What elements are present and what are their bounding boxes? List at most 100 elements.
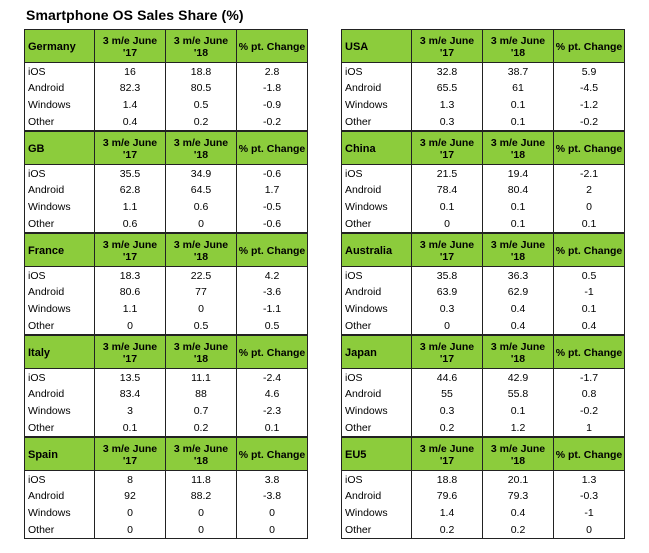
value-june-18: 0.6 — [165, 198, 237, 216]
header-pt-change: % pt. Change — [553, 29, 625, 63]
header-pt-change: % pt. Change — [236, 437, 308, 471]
value-june-18: 0.5 — [165, 96, 237, 114]
header-june-18: 3 m/e June '18 — [165, 437, 237, 471]
value-june-17: 1.1 — [94, 198, 166, 216]
value-june-17: 83.4 — [94, 385, 166, 403]
value-pt-change: -0.9 — [236, 96, 308, 114]
os-label: iOS — [24, 62, 95, 80]
region-name: EU5 — [341, 437, 412, 471]
value-june-18: 0 — [165, 504, 237, 522]
value-june-18: 88.2 — [165, 487, 237, 505]
header-pt-change: % pt. Change — [236, 233, 308, 267]
table-row: Windows 1.3 0.1 -1.2 — [341, 96, 625, 114]
value-june-18: 0 — [165, 300, 237, 318]
value-june-17: 0.2 — [411, 419, 483, 437]
value-june-18: 11.1 — [165, 368, 237, 386]
os-label: iOS — [24, 470, 95, 488]
header-pt-change: % pt. Change — [553, 437, 625, 471]
table-row: Android 55 55.8 0.8 — [341, 385, 625, 403]
page-title: Smartphone OS Sales Share (%) — [26, 7, 244, 23]
os-label: Other — [341, 113, 412, 131]
value-pt-change: -1 — [553, 504, 625, 522]
header-june-18: 3 m/e June '18 — [165, 29, 237, 63]
table-row: Other 0 0.1 0.1 — [341, 215, 625, 233]
value-june-17: 92 — [94, 487, 166, 505]
os-label: Windows — [341, 402, 412, 420]
os-label: Windows — [24, 300, 95, 318]
value-june-17: 0.3 — [411, 113, 483, 131]
value-pt-change: -3.8 — [236, 487, 308, 505]
os-label: Android — [341, 79, 412, 97]
region-name: Italy — [24, 335, 95, 369]
header-june-17: 3 m/e June '17 — [94, 233, 166, 267]
value-june-17: 1.4 — [411, 504, 483, 522]
os-label: Android — [24, 487, 95, 505]
value-june-18: 0.7 — [165, 402, 237, 420]
header-pt-change: % pt. Change — [236, 29, 308, 63]
value-june-18: 62.9 — [482, 283, 554, 301]
value-pt-change: 0 — [553, 198, 625, 216]
value-june-17: 65.5 — [411, 79, 483, 97]
value-june-17: 78.4 — [411, 181, 483, 199]
os-label: iOS — [341, 470, 412, 488]
value-june-18: 0.1 — [482, 402, 554, 420]
header-june-18: 3 m/e June '18 — [482, 131, 554, 165]
header-june-17: 3 m/e June '17 — [411, 131, 483, 165]
value-june-17: 1.1 — [94, 300, 166, 318]
value-june-17: 62.8 — [94, 181, 166, 199]
value-june-17: 63.9 — [411, 283, 483, 301]
value-june-18: 79.3 — [482, 487, 554, 505]
value-pt-change: -2.1 — [553, 164, 625, 182]
value-june-18: 0.1 — [482, 198, 554, 216]
right-column: USA 3 m/e June '17 3 m/e June '18% pt. Cha… — [341, 29, 625, 539]
value-june-18: 0.4 — [482, 317, 554, 335]
value-june-17: 80.6 — [94, 283, 166, 301]
region-table-eu5: EU5 3 m/e June '17 3 m/e June '18% pt. Cha… — [341, 437, 625, 539]
table-row: Android 79.6 79.3 -0.3 — [341, 487, 625, 505]
value-pt-change: -1.7 — [553, 368, 625, 386]
region-table-china: China 3 m/e June '17 3 m/e June '18% pt. C… — [341, 131, 625, 233]
table-row: Other 0 0.4 0.4 — [341, 317, 625, 335]
os-label: Windows — [341, 300, 412, 318]
value-pt-change: -2.3 — [236, 402, 308, 420]
value-pt-change: -1.2 — [553, 96, 625, 114]
value-june-18: 0.1 — [482, 215, 554, 233]
os-label: Other — [341, 521, 412, 539]
value-june-17: 44.6 — [411, 368, 483, 386]
value-pt-change: 0.1 — [553, 215, 625, 233]
region-name: Spain — [24, 437, 95, 471]
os-label: iOS — [341, 368, 412, 386]
table-row: Android 78.4 80.4 2 — [341, 181, 625, 199]
table-row: iOS 13.5 11.1 -2.4 — [24, 368, 308, 386]
value-june-18: 0.5 — [165, 317, 237, 335]
value-june-18: 0.2 — [482, 521, 554, 539]
value-june-18: 20.1 — [482, 470, 554, 488]
os-label: Android — [341, 487, 412, 505]
table-row: Android 82.3 80.5 -1.8 — [24, 79, 308, 97]
value-pt-change: 0.1 — [236, 419, 308, 437]
region-table-gb: GB 3 m/e June '17 3 m/e June '18% pt. Chan… — [24, 131, 308, 233]
value-june-18: 0.4 — [482, 504, 554, 522]
region-name: China — [341, 131, 412, 165]
value-pt-change: -0.2 — [236, 113, 308, 131]
header-pt-change: % pt. Change — [236, 131, 308, 165]
header-june-17: 3 m/e June '17 — [411, 233, 483, 267]
value-june-17: 0.1 — [411, 198, 483, 216]
os-label: Other — [24, 521, 95, 539]
region-table-spain: Spain 3 m/e June '17 3 m/e June '18% pt. C… — [24, 437, 308, 539]
os-label: Other — [341, 419, 412, 437]
table-row: Android 80.6 77 -3.6 — [24, 283, 308, 301]
region-name: GB — [24, 131, 95, 165]
value-pt-change: 4.2 — [236, 266, 308, 284]
value-june-17: 0.3 — [411, 402, 483, 420]
value-pt-change: 1.3 — [553, 470, 625, 488]
value-june-17: 0.3 — [411, 300, 483, 318]
region-table-france: France 3 m/e June '17 3 m/e June '18% pt. … — [24, 233, 308, 335]
os-label: Windows — [24, 198, 95, 216]
os-label: Windows — [24, 96, 95, 114]
header-june-18: 3 m/e June '18 — [482, 233, 554, 267]
value-june-17: 13.5 — [94, 368, 166, 386]
os-label: Windows — [341, 96, 412, 114]
value-pt-change: -0.6 — [236, 215, 308, 233]
table-row: Other 0.4 0.2 -0.2 — [24, 113, 308, 131]
